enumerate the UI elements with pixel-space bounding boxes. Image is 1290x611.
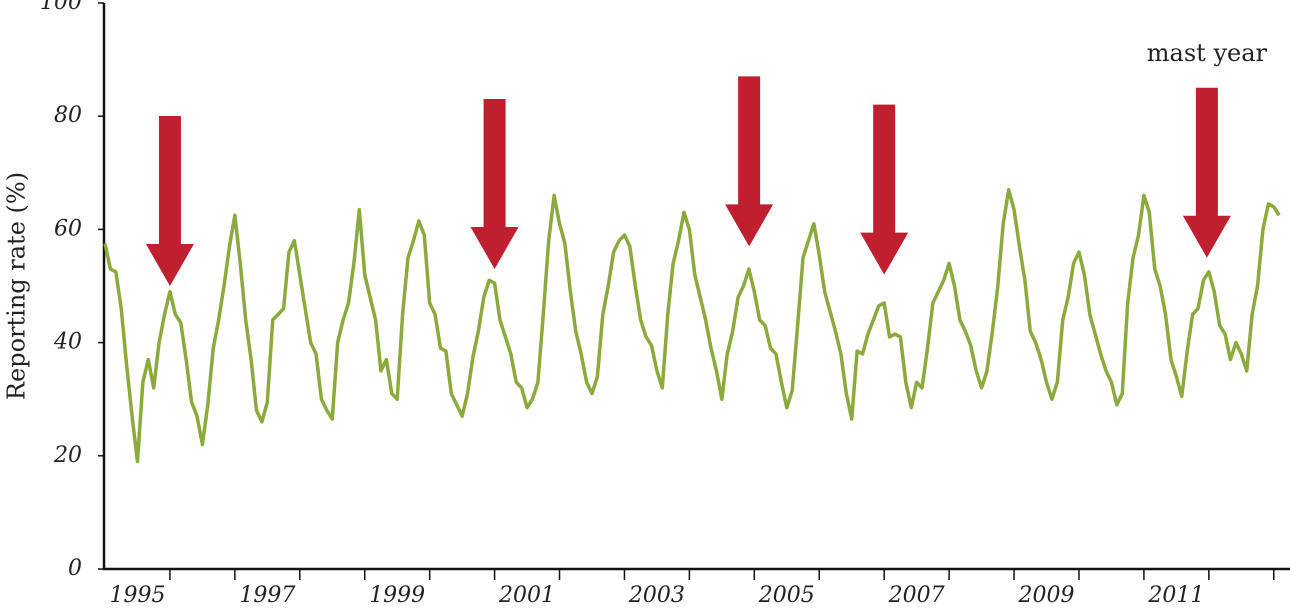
x-tick-label: 2009 — [1018, 583, 1075, 608]
x-tick-label: 2007 — [888, 583, 945, 608]
y-axis-label: Reporting rate (%) — [3, 172, 31, 400]
annotation: mast year — [1147, 39, 1268, 67]
mast-arrow — [860, 104, 909, 275]
mast-arrow — [1182, 87, 1231, 258]
y-tick-label: 40 — [53, 330, 82, 355]
x-tick-label: 2003 — [628, 583, 685, 608]
x-tick-label: 1999 — [369, 583, 425, 608]
mast-arrow — [145, 116, 194, 286]
y-tick-label: 0 — [68, 556, 82, 581]
y-tick-label: 100 — [40, 0, 82, 15]
data-line — [103, 188, 1281, 464]
y-tick-label: 20 — [53, 443, 82, 468]
y-tick-label: 60 — [54, 216, 82, 241]
x-tick-label: 2001 — [498, 583, 555, 608]
y-tick-label: 80 — [54, 103, 82, 128]
x-tick-label: 2011 — [1147, 583, 1204, 608]
x-tick-label: 2005 — [758, 583, 815, 608]
mast-arrow — [470, 99, 519, 270]
x-tick-label: 1997 — [239, 583, 295, 608]
mast-arrow — [725, 76, 774, 247]
x-tick-label: 1995 — [109, 583, 165, 608]
